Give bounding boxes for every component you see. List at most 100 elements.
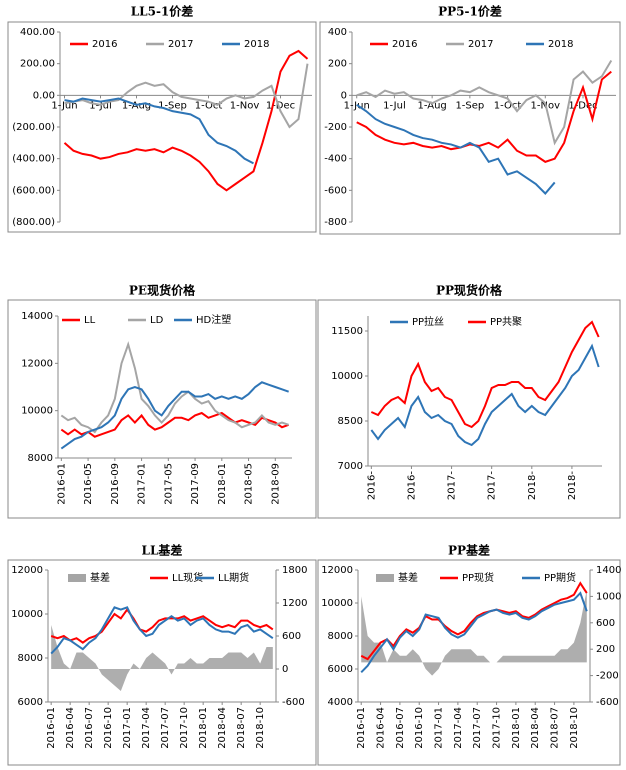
x-tick-label: 2018-01 — [198, 707, 209, 749]
panel-border — [317, 299, 621, 519]
line — [356, 70, 612, 163]
x-tick-label: 2016-10 — [414, 707, 425, 749]
y-tick-label: 14000 — [21, 311, 53, 322]
x-tick-label: 2018-07 — [236, 707, 247, 749]
x-tick-label: 2018-01 — [217, 463, 228, 505]
y-tick-label: 12000 — [321, 565, 353, 576]
x-tick-label: 2018-07 — [550, 707, 561, 749]
y-tick-label: -400 — [324, 154, 347, 165]
chart-title: LL基差 — [142, 543, 183, 558]
y-tick-label: (600.00) — [12, 185, 55, 196]
x-tick-label: 1-Aug — [418, 100, 447, 111]
x-tick-label: 1-Dec — [266, 100, 295, 111]
legend-label: 2016 — [92, 39, 117, 50]
legend-label: HD注塑 — [196, 313, 231, 326]
x-tick-label: 2017-01 — [137, 463, 148, 505]
y-tick-label: (200.00) — [12, 122, 55, 133]
x-tick-label: 1-Sep — [455, 100, 484, 111]
legend-label: 基差 — [90, 571, 110, 584]
area — [51, 625, 273, 691]
y-tick-label: 200.00 — [20, 59, 55, 70]
chart-title: LL5-1价差 — [131, 4, 194, 19]
y2-tick-label: 1200 — [282, 598, 307, 609]
legend-label: LL现货 — [172, 571, 203, 584]
y-tick-label: -200 — [324, 122, 347, 133]
y-tick-label: 8500 — [338, 416, 363, 427]
line — [360, 591, 588, 673]
x-tick-label: 2018-04 — [530, 707, 541, 749]
x-tick-label: 2018- — [527, 471, 538, 500]
x-tick-label: 2017- — [487, 471, 498, 500]
y-tick-label: 11500 — [331, 326, 363, 337]
x-tick-label: 1-Sep — [158, 100, 187, 111]
chart-title: PP现货价格 — [436, 283, 503, 298]
x-tick-label: 2018-10 — [569, 707, 580, 749]
y-tick-label: (400.00) — [12, 154, 55, 165]
x-tick-label: 2016-01 — [356, 707, 367, 749]
legend-label: 基差 — [398, 571, 418, 584]
x-tick-label: 2018-05 — [244, 463, 255, 505]
y-tick-label: -800 — [324, 217, 347, 228]
x-tick-label: 2016- — [406, 471, 417, 500]
x-tick-label: 2016- — [366, 471, 377, 500]
y-tick-label: 10000 — [21, 406, 53, 417]
legend-label: 2018 — [244, 39, 269, 50]
y-tick-label: (800.00) — [12, 217, 55, 228]
y-tick-label: 6000 — [328, 664, 353, 675]
y-tick-label: 0.00 — [33, 90, 55, 101]
y-tick-label: 400 — [328, 27, 347, 38]
x-tick-label: 2016-07 — [84, 707, 95, 749]
x-tick-label: 2016-09 — [110, 463, 121, 505]
legend-label: LL期货 — [218, 571, 249, 584]
y-tick-label: 400.00 — [20, 27, 55, 38]
legend-label: PP拉丝 — [412, 315, 444, 328]
x-tick-label: 2017-01 — [434, 707, 445, 749]
x-tick-label: 2016-01 — [46, 707, 57, 749]
y-tick-label: 7000 — [338, 461, 363, 472]
x-tick-label: 1-Jun — [51, 100, 77, 111]
legend-label: PP期货 — [544, 571, 576, 584]
x-tick-label: 2017-04 — [141, 707, 152, 749]
x-tick-label: 2017-01 — [122, 707, 133, 749]
legend-label: 2016 — [392, 39, 417, 50]
x-tick-label: 2017-10 — [179, 707, 190, 749]
panel-border — [317, 559, 621, 766]
y2-tick-label: 1400 — [596, 565, 621, 576]
legend-swatch — [68, 574, 86, 582]
line — [63, 49, 309, 192]
y2-tick-label: 200 — [596, 644, 615, 655]
x-tick-label: 2018-10 — [255, 707, 266, 749]
legend-label: PP共聚 — [490, 316, 522, 328]
area — [361, 589, 587, 676]
legend-label: LL — [84, 315, 96, 326]
x-tick-label: 2017-07 — [160, 707, 171, 749]
line — [370, 343, 600, 447]
chart-title: PE现货价格 — [129, 283, 196, 298]
y-tick-label: 0 — [341, 90, 347, 101]
line — [356, 59, 613, 146]
line — [356, 104, 556, 195]
chart-title: PP基差 — [448, 543, 490, 558]
y2-tick-label: 0 — [282, 664, 288, 675]
x-tick-label: 2018-09 — [270, 463, 281, 505]
y-tick-label: 10000 — [321, 598, 353, 609]
x-tick-label: 2016-04 — [65, 707, 76, 749]
x-tick-label: 2016-01 — [56, 463, 67, 505]
x-tick-label: 2017-10 — [492, 707, 503, 749]
x-tick-label: 2018- — [567, 471, 578, 500]
panel-border — [319, 21, 621, 235]
line — [60, 341, 289, 434]
y-tick-label: 8000 — [18, 653, 43, 664]
y-tick-label: 8000 — [328, 631, 353, 642]
x-tick-label: 2016-04 — [376, 707, 387, 749]
y2-tick-label: 1000 — [596, 591, 621, 602]
panel-border — [7, 299, 317, 519]
y2-tick-label: -600 — [596, 697, 619, 708]
line — [50, 607, 274, 644]
x-tick-label: 1-Oct — [494, 100, 522, 111]
line — [50, 606, 274, 655]
y-tick-label: 200 — [328, 59, 347, 70]
y-tick-label: 6000 — [18, 697, 43, 708]
x-tick-label: 2017-07 — [472, 707, 483, 749]
